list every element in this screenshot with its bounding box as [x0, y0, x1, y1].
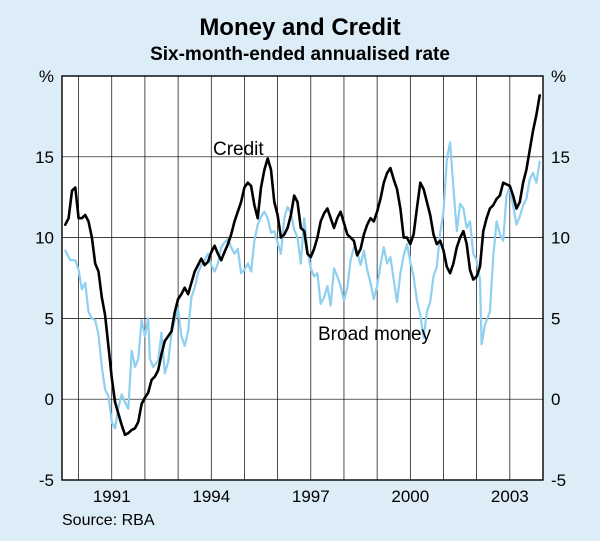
svg-text:10: 10 — [35, 229, 54, 248]
svg-text:-5: -5 — [39, 471, 54, 490]
svg-text:0: 0 — [45, 390, 54, 409]
chart-plot: Broad money Credit -5 -5 0 0 5 5 10 10 15 15%% 1991 1… — [0, 0, 600, 541]
svg-text:Broad money: Broad money — [318, 324, 432, 345]
svg-text:15: 15 — [35, 148, 54, 167]
svg-text:5: 5 — [45, 309, 54, 328]
svg-text:0: 0 — [551, 390, 560, 409]
svg-text:1991: 1991 — [93, 487, 131, 506]
svg-text:-5: -5 — [551, 471, 566, 490]
svg-text:%: % — [39, 67, 54, 86]
svg-text:2003: 2003 — [491, 487, 529, 506]
svg-text:1997: 1997 — [292, 487, 330, 506]
chart-source: Source: RBA — [62, 512, 154, 530]
svg-text:1994: 1994 — [192, 487, 230, 506]
svg-text:10: 10 — [551, 229, 570, 248]
svg-text:%: % — [551, 67, 566, 86]
svg-text:5: 5 — [551, 309, 560, 328]
svg-text:Credit: Credit — [213, 139, 264, 160]
svg-text:2000: 2000 — [391, 487, 429, 506]
svg-text:15: 15 — [551, 148, 570, 167]
